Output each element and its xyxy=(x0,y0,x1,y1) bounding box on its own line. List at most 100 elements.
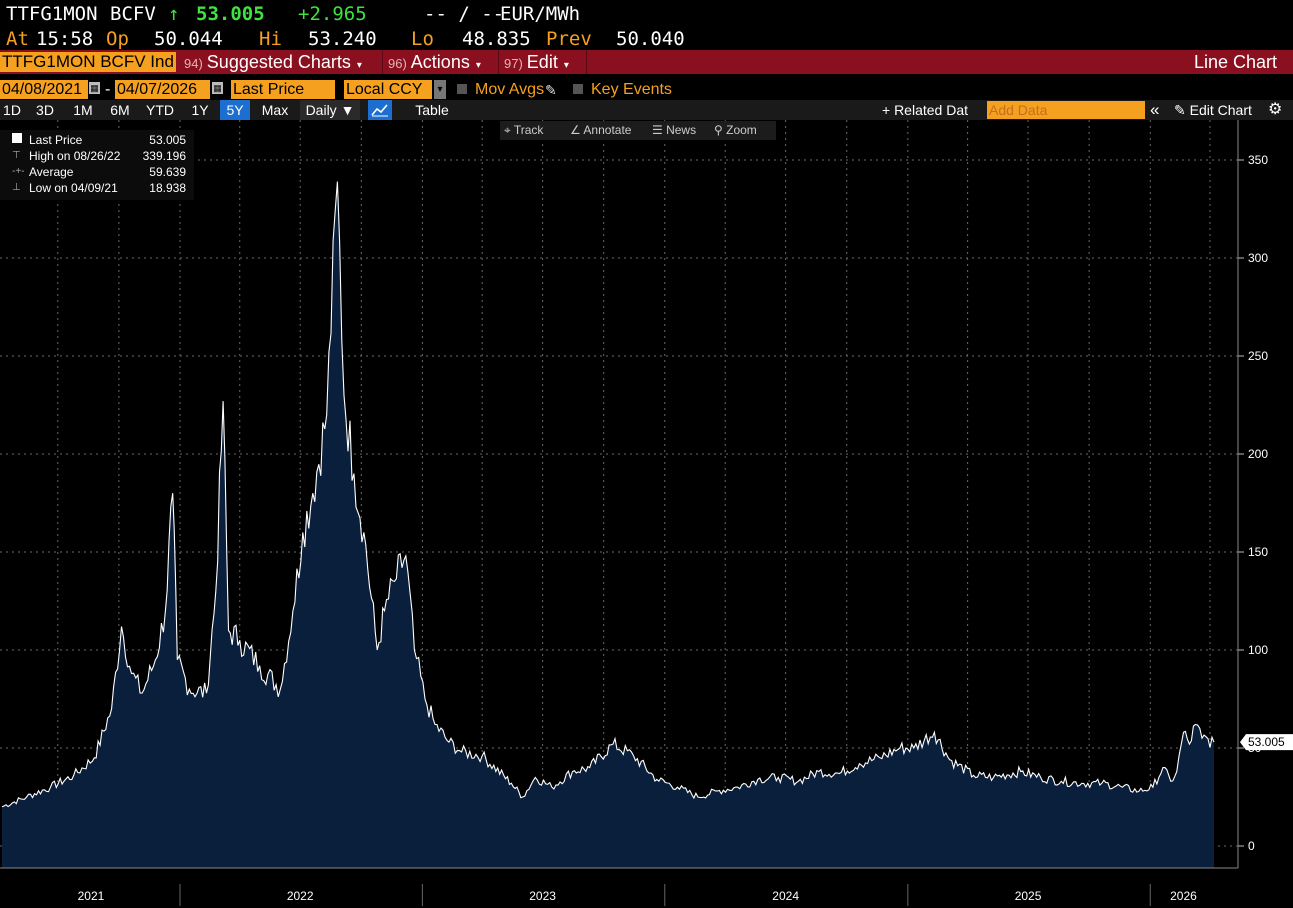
y-tick-label: 100 xyxy=(1248,643,1268,657)
tab-1d[interactable]: 1D xyxy=(3,102,21,118)
chevron-down-icon: ▾ xyxy=(563,60,569,71)
legend-last-label: Last Price xyxy=(29,133,83,147)
open-label: Op xyxy=(106,28,129,50)
open-value: 50.044 xyxy=(154,28,223,50)
chart-type-label[interactable]: Line Chart xyxy=(1193,52,1277,72)
x-tick-label: 2021 xyxy=(78,889,105,903)
legend-high-label: High on 08/26/22 xyxy=(29,149,121,163)
y-tick-label: 150 xyxy=(1248,545,1268,559)
ticker-symbol: TTFG1MON xyxy=(6,3,98,25)
related-data-button[interactable]: + Related Dat xyxy=(882,102,968,118)
at-label: At xyxy=(6,28,29,50)
price-unit: EUR/MWh xyxy=(500,3,581,25)
legend-high-value: 339.196 xyxy=(142,149,186,163)
annotate-button[interactable]: ∠ Annotate xyxy=(566,121,650,140)
security-input[interactable]: TTFG1MON BCFV Ind xyxy=(0,52,176,72)
x-tick-label: 2024 xyxy=(772,889,799,903)
suggested-charts-menu[interactable]: 94) Suggested Charts ▾ xyxy=(180,50,383,74)
line-chart-icon[interactable] xyxy=(368,100,392,120)
range-tabs: 1D 3D 1M 6M YTD 1Y 5Y Max Daily ▼ Table … xyxy=(0,100,1293,120)
price-chart[interactable]: 050100150200250300350 202120222023202420… xyxy=(0,120,1293,908)
chevron-down-icon: ▾ xyxy=(356,60,362,71)
chart-controls: 04/08/2021 ▦ - 04/07/2026 ▦ Last Price L… xyxy=(0,79,1293,101)
last-value-tag: 53.005 xyxy=(1240,734,1293,751)
security-toolbar: TTFG1MON BCFV Ind 94) Suggested Charts ▾ 9… xyxy=(0,50,1293,74)
price-line xyxy=(1,181,1215,808)
high-label: Hi xyxy=(259,28,282,50)
chart-legend: Last Price 53.005 ⊤ High on 08/26/22 339… xyxy=(0,130,194,200)
key-events-checkbox[interactable] xyxy=(573,84,583,94)
last-price-swatch xyxy=(12,133,22,143)
tab-5y[interactable]: 5Y xyxy=(220,100,250,120)
suggested-charts-number: 94) xyxy=(184,56,203,71)
actions-number: 96) xyxy=(388,56,407,71)
tab-1m[interactable]: 1M xyxy=(73,102,93,118)
tab-1y[interactable]: 1Y xyxy=(191,102,209,118)
high-value: 53.240 xyxy=(308,28,377,50)
currency-select[interactable]: Local CCY xyxy=(344,80,432,99)
collapse-icon[interactable]: « xyxy=(1150,100,1160,119)
price-field-select[interactable]: Last Price xyxy=(231,80,335,99)
prev-value: 50.040 xyxy=(616,28,685,50)
tab-ytd[interactable]: YTD xyxy=(146,102,174,118)
chevron-down-icon: ▾ xyxy=(475,60,481,71)
mov-avgs-checkbox[interactable] xyxy=(457,84,467,94)
edit-menu[interactable]: 97) Edit ▾ xyxy=(500,50,587,74)
track-button[interactable]: ⌖ Track xyxy=(500,121,566,140)
x-tick-label: 2026 xyxy=(1170,889,1197,903)
x-tick-label: 2025 xyxy=(1015,889,1042,903)
average-marker-icon: -+- xyxy=(12,166,25,177)
legend-average-label: Average xyxy=(29,165,74,179)
calendar-icon[interactable]: ▦ xyxy=(89,82,100,94)
pricing-source: BCFV xyxy=(110,3,156,25)
up-arrow-icon: ↑ xyxy=(168,3,180,25)
y-tick-label: 250 xyxy=(1248,349,1268,363)
edit-label: Edit xyxy=(526,52,558,72)
edit-number: 97) xyxy=(504,56,523,71)
table-button[interactable]: Table xyxy=(415,102,449,118)
prev-label: Prev xyxy=(546,28,592,50)
key-events-label[interactable]: Key Events xyxy=(591,81,672,98)
y-tick-label: 0 xyxy=(1248,839,1255,853)
actions-menu[interactable]: 96) Actions ▾ xyxy=(384,50,499,74)
low-marker-icon: ⊥ xyxy=(12,182,21,193)
zoom-button[interactable]: ⚲ Zoom xyxy=(710,121,776,140)
low-label: Lo xyxy=(411,28,434,50)
pencil-icon[interactable]: ✎ xyxy=(545,82,557,98)
chevron-down-icon[interactable]: ▾ xyxy=(434,80,446,99)
date-separator: - xyxy=(105,81,111,98)
legend-last-value: 53.005 xyxy=(149,133,186,147)
legend-low-value: 18.938 xyxy=(149,181,186,195)
last-value-text: 53.005 xyxy=(1248,735,1285,749)
y-tick-label: 200 xyxy=(1248,447,1268,461)
end-date-field[interactable]: 04/07/2026 xyxy=(115,80,210,99)
legend-average-value: 59.639 xyxy=(149,165,186,179)
y-tick-label: 300 xyxy=(1248,251,1268,265)
tab-3d[interactable]: 3D xyxy=(36,102,54,118)
tab-6m[interactable]: 6M xyxy=(110,102,130,118)
chart-grid xyxy=(0,120,1238,868)
bid-ask: -- / -- xyxy=(424,3,505,25)
high-marker-icon: ⊤ xyxy=(12,150,21,161)
net-change: +2.965 xyxy=(298,3,367,25)
x-tick-label: 2023 xyxy=(529,889,556,903)
suggested-charts-label: Suggested Charts xyxy=(206,52,351,72)
x-tick-label: 2022 xyxy=(287,889,314,903)
mov-avgs-label[interactable]: Mov Avgs xyxy=(475,81,545,98)
price-area-fill xyxy=(2,181,1214,869)
add-data-input[interactable]: Add Data xyxy=(987,101,1145,119)
quote-time: 15:58 xyxy=(36,28,94,50)
last-value-tag-bg xyxy=(1240,734,1293,751)
tab-max[interactable]: Max xyxy=(261,102,289,118)
low-value: 48.835 xyxy=(462,28,531,50)
y-axis: 050100150200250300350 xyxy=(1237,120,1268,868)
start-date-field[interactable]: 04/08/2021 xyxy=(0,80,88,99)
legend-low-label: Low on 04/09/21 xyxy=(29,181,118,195)
edit-chart-button[interactable]: ✎ Edit Chart xyxy=(1174,102,1252,118)
period-select[interactable]: Daily ▼ xyxy=(300,100,360,120)
calendar-icon[interactable]: ▦ xyxy=(212,82,223,94)
news-button[interactable]: ☰ News xyxy=(648,121,710,140)
gear-icon[interactable]: ⚙ xyxy=(1268,101,1283,118)
y-tick-label: 350 xyxy=(1248,153,1268,167)
actions-label: Actions xyxy=(410,52,470,72)
